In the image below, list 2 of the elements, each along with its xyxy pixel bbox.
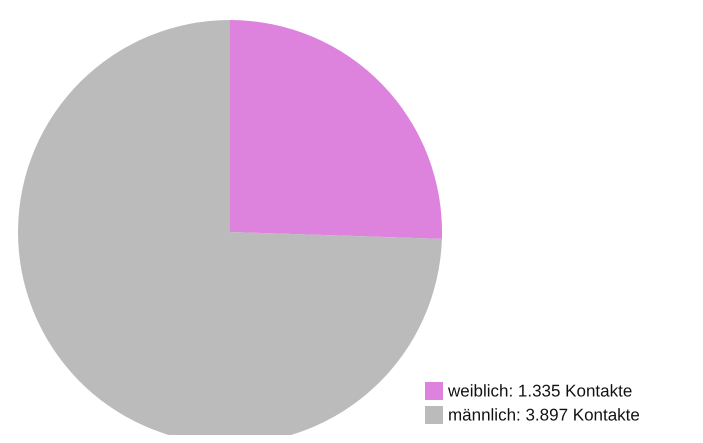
legend-label: männlich: 3.897 Kontakte <box>448 406 640 424</box>
legend-label: weiblich: 1.335 Kontakte <box>447 382 632 400</box>
